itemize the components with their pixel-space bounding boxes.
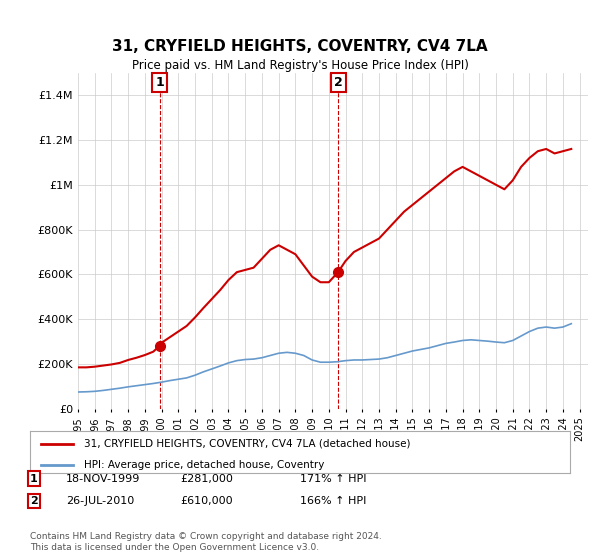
Text: Contains HM Land Registry data © Crown copyright and database right 2024.
This d: Contains HM Land Registry data © Crown c… (30, 532, 382, 552)
Text: 166% ↑ HPI: 166% ↑ HPI (300, 496, 367, 506)
Text: 2: 2 (30, 496, 38, 506)
Text: HPI: Average price, detached house, Coventry: HPI: Average price, detached house, Cove… (84, 460, 325, 470)
Text: £610,000: £610,000 (180, 496, 233, 506)
Text: 2: 2 (334, 76, 343, 89)
Text: 31, CRYFIELD HEIGHTS, COVENTRY, CV4 7LA (detached house): 31, CRYFIELD HEIGHTS, COVENTRY, CV4 7LA … (84, 439, 410, 449)
Text: £281,000: £281,000 (180, 474, 233, 484)
Text: 1: 1 (155, 76, 164, 89)
Text: 26-JUL-2010: 26-JUL-2010 (66, 496, 134, 506)
Text: 31, CRYFIELD HEIGHTS, COVENTRY, CV4 7LA: 31, CRYFIELD HEIGHTS, COVENTRY, CV4 7LA (112, 39, 488, 54)
Text: 171% ↑ HPI: 171% ↑ HPI (300, 474, 367, 484)
Text: 18-NOV-1999: 18-NOV-1999 (66, 474, 140, 484)
Text: 1: 1 (30, 474, 38, 484)
Text: Price paid vs. HM Land Registry's House Price Index (HPI): Price paid vs. HM Land Registry's House … (131, 59, 469, 72)
